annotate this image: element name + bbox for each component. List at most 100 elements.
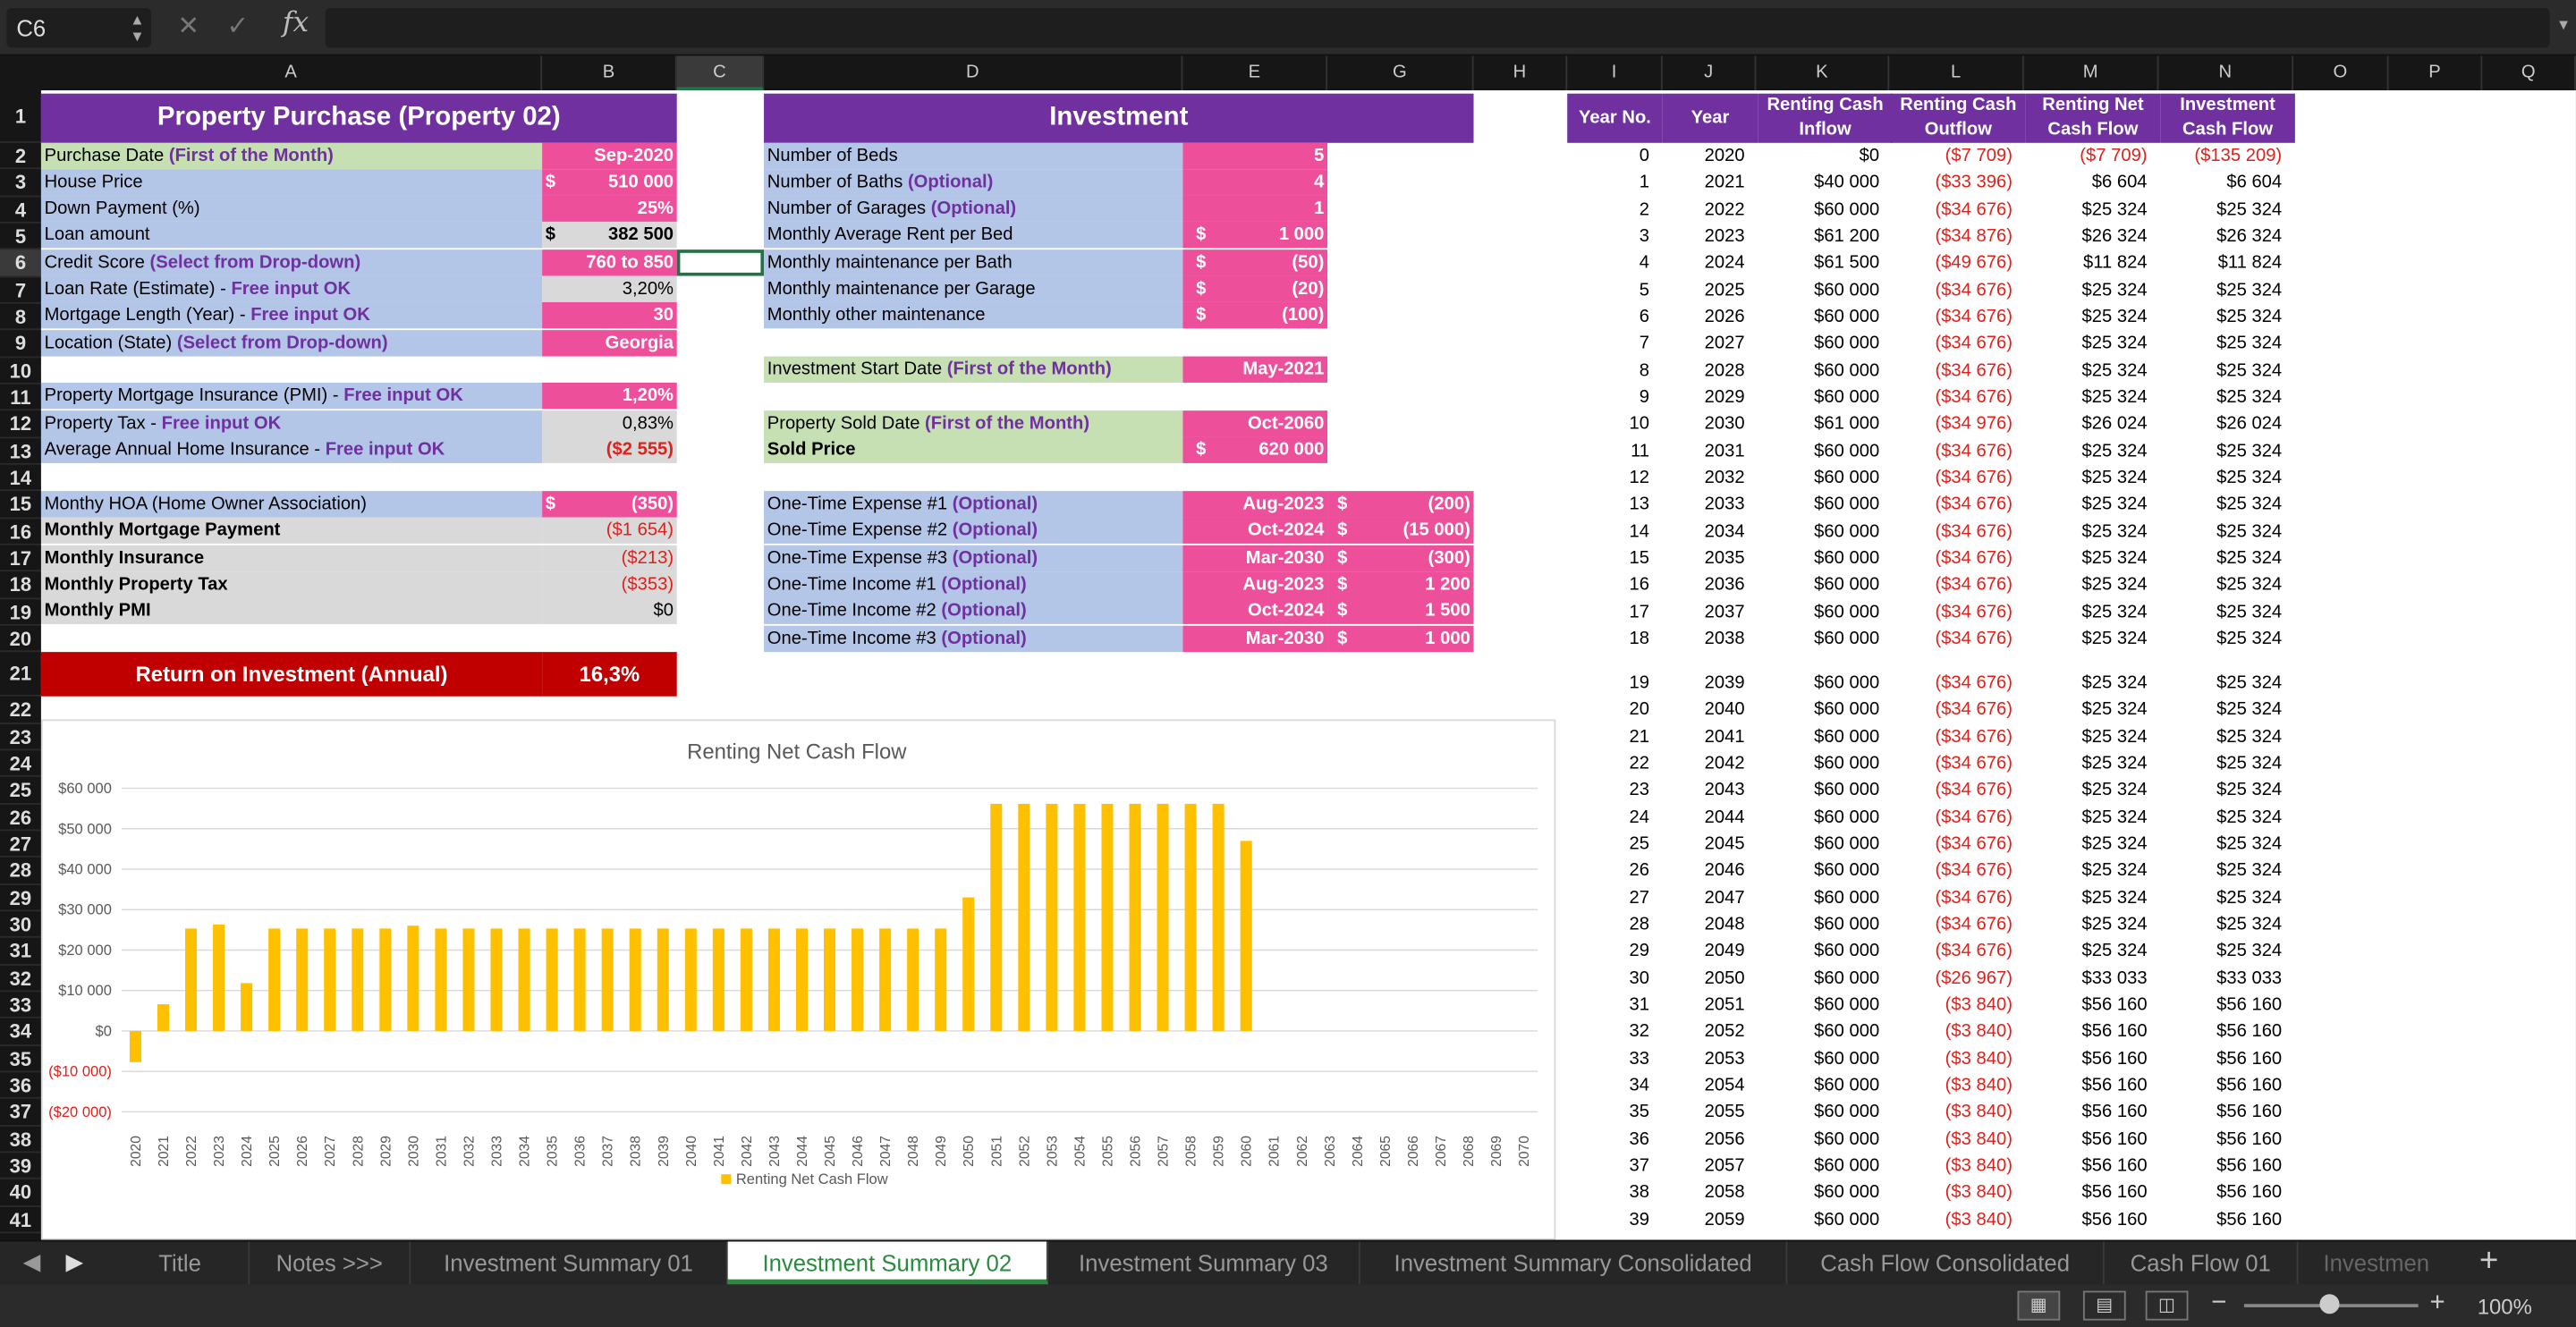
enter-icon[interactable]: ✓ [226, 13, 250, 41]
row-header-31[interactable]: 31 [0, 938, 41, 966]
table-cell[interactable]: ($3 840) [1945, 1048, 2012, 1069]
table-cell[interactable]: ($34 676) [1935, 602, 2012, 622]
table-cell[interactable]: 18 [1629, 629, 1650, 649]
location-dropdown[interactable]: Georgia [542, 330, 677, 357]
sheet-tab[interactable]: Investmen [2323, 1249, 2430, 1277]
table-cell[interactable]: $60 000 [1814, 726, 1880, 747]
table-cell[interactable]: $25 324 [2081, 629, 2148, 649]
chart-bar[interactable] [241, 983, 253, 1031]
table-cell[interactable]: $0 [1859, 146, 1880, 166]
table-cell[interactable]: $60 000 [1814, 334, 1880, 354]
chart-bar[interactable] [1212, 803, 1224, 1031]
column-header-i[interactable]: I [1567, 55, 1663, 91]
one-time-amount[interactable]: $ (15 000) [1327, 518, 1474, 545]
chart-bar[interactable] [296, 928, 309, 1031]
table-cell[interactable]: 39 [1629, 1209, 1650, 1230]
name-box-spinner-icon[interactable]: ▲ ▼ [130, 11, 145, 45]
property-tax-value[interactable]: 0,83% [542, 410, 677, 437]
table-cell[interactable]: 2 [1639, 199, 1650, 220]
mortgage-length-value[interactable]: 30 [542, 301, 677, 329]
table-cell[interactable]: 21 [1629, 726, 1650, 747]
table-cell[interactable]: 2033 [1704, 494, 1745, 515]
table-cell[interactable]: ($34 676) [1935, 575, 2012, 596]
table-cell[interactable]: 2038 [1704, 629, 1745, 649]
table-cell[interactable]: $60 000 [1814, 753, 1880, 773]
chart-bar[interactable] [352, 928, 364, 1031]
one-time-amount[interactable]: $ (200) [1327, 491, 1474, 518]
table-cell[interactable]: $56 160 [2081, 1128, 2148, 1149]
table-cell[interactable]: 2043 [1704, 780, 1745, 800]
table-cell[interactable]: ($3 840) [1945, 1128, 2012, 1149]
chart-bar[interactable] [601, 928, 614, 1031]
sheet-tab[interactable]: Investment Summary 03 [1048, 1241, 1360, 1285]
row-header-32[interactable]: 32 [0, 965, 41, 993]
table-cell[interactable]: 1 [1639, 173, 1650, 193]
table-cell[interactable]: $56 160 [2216, 1155, 2283, 1176]
table-cell[interactable]: 2032 [1704, 468, 1745, 488]
table-cell[interactable]: $25 324 [2216, 780, 2283, 800]
beds-value[interactable]: 5 [1182, 142, 1328, 170]
table-cell[interactable]: $60 000 [1814, 1075, 1880, 1095]
table-cell[interactable]: $25 324 [2216, 753, 2283, 773]
table-cell[interactable]: 2031 [1704, 441, 1745, 461]
table-cell[interactable]: 2041 [1704, 726, 1745, 747]
row-header-24[interactable]: 24 [0, 750, 41, 778]
table-cell[interactable]: 2030 [1704, 414, 1745, 435]
table-cell[interactable]: 2050 [1704, 968, 1745, 988]
table-cell[interactable]: 37 [1629, 1155, 1650, 1176]
table-cell[interactable]: 32 [1629, 1021, 1650, 1042]
table-cell[interactable]: $26 024 [2216, 414, 2283, 435]
table-cell[interactable]: $60 000 [1814, 914, 1880, 934]
expand-formula-bar-icon[interactable]: ▼ [2555, 16, 2572, 33]
table-cell[interactable]: 2028 [1704, 360, 1745, 381]
table-cell[interactable]: $25 324 [2081, 726, 2148, 747]
chart-bar[interactable] [185, 928, 198, 1031]
chart-bar[interactable] [935, 928, 947, 1031]
table-cell[interactable]: 12 [1629, 468, 1650, 488]
table-cell[interactable]: ($34 976) [1935, 414, 2012, 435]
table-cell[interactable]: $25 324 [2081, 360, 2148, 381]
table-cell[interactable]: $25 324 [2216, 521, 2283, 542]
table-cell[interactable]: 2045 [1704, 833, 1745, 854]
table-cell[interactable]: $60 000 [1814, 994, 1880, 1015]
table-cell[interactable]: $60 000 [1814, 602, 1880, 622]
chart-bar[interactable] [268, 928, 281, 1031]
row-header-23[interactable]: 23 [0, 723, 41, 751]
chart-bar[interactable] [740, 928, 752, 1031]
table-cell[interactable]: 2024 [1704, 253, 1745, 274]
table-cell[interactable]: 0 [1639, 146, 1650, 166]
table-cell[interactable]: $25 324 [2216, 699, 2283, 720]
table-cell[interactable]: $25 324 [2081, 602, 2148, 622]
table-cell[interactable]: $60 000 [1814, 441, 1880, 461]
table-cell[interactable]: 2027 [1704, 334, 1745, 354]
next-sheet-icon[interactable]: ▶ [65, 1247, 84, 1275]
table-cell[interactable]: $25 324 [2216, 468, 2283, 488]
table-cell[interactable]: 33 [1629, 1048, 1650, 1069]
table-cell[interactable]: 17 [1629, 602, 1650, 622]
down-payment-value[interactable]: 25% [542, 195, 677, 222]
row-header-25[interactable]: 25 [0, 777, 41, 805]
row-header-28[interactable]: 28 [0, 858, 41, 885]
table-cell[interactable]: ($34 676) [1935, 494, 2012, 515]
table-cell[interactable]: ($34 676) [1935, 699, 2012, 720]
chart-bar[interactable] [962, 897, 975, 1031]
one-time-date[interactable]: Mar-2030 [1182, 545, 1328, 571]
one-time-date[interactable]: Oct-2024 [1182, 598, 1328, 625]
row-header-26[interactable]: 26 [0, 804, 41, 832]
house-price-value[interactable]: $510 000 [542, 169, 677, 196]
chart-bar[interactable] [435, 928, 447, 1031]
table-cell[interactable]: $60 000 [1814, 199, 1880, 220]
table-cell[interactable]: 23 [1629, 780, 1650, 800]
table-cell[interactable]: $25 324 [2216, 360, 2283, 381]
row-header-34[interactable]: 34 [0, 1018, 41, 1046]
table-cell[interactable]: ($135 209) [2194, 146, 2283, 166]
formula-input[interactable] [325, 8, 2550, 48]
table-cell[interactable]: $56 160 [2081, 994, 2148, 1015]
chart-bar[interactable] [213, 924, 225, 1031]
table-cell[interactable]: $25 324 [2081, 699, 2148, 720]
table-cell[interactable]: ($3 840) [1945, 1209, 2012, 1230]
column-header-l[interactable]: L [1889, 55, 2024, 91]
table-cell[interactable]: $61 500 [1814, 253, 1880, 274]
purchase-date-value[interactable]: Sep-2020 [542, 142, 677, 170]
table-cell[interactable]: ($34 676) [1935, 941, 2012, 961]
